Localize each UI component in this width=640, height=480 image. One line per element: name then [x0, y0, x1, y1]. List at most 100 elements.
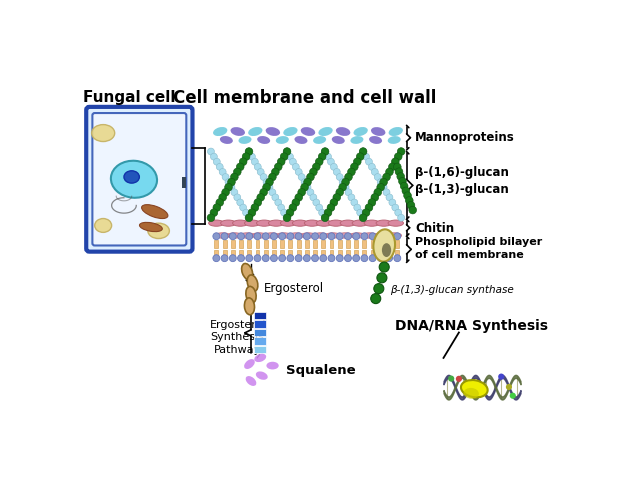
Circle shape: [345, 189, 352, 196]
Circle shape: [222, 174, 229, 180]
Circle shape: [229, 233, 236, 240]
Ellipse shape: [252, 233, 267, 238]
Circle shape: [395, 168, 403, 176]
Circle shape: [310, 168, 317, 176]
Ellipse shape: [463, 388, 479, 399]
Ellipse shape: [332, 136, 345, 144]
Bar: [305, 240, 308, 248]
Circle shape: [269, 189, 276, 196]
Ellipse shape: [221, 220, 236, 226]
Bar: [387, 250, 391, 258]
Ellipse shape: [318, 127, 333, 136]
Circle shape: [228, 178, 236, 186]
Ellipse shape: [338, 233, 353, 238]
Ellipse shape: [246, 376, 257, 386]
Circle shape: [402, 187, 410, 195]
Circle shape: [395, 209, 402, 216]
Ellipse shape: [276, 136, 289, 144]
Circle shape: [312, 255, 319, 262]
Ellipse shape: [340, 220, 356, 226]
Bar: [255, 250, 259, 258]
Circle shape: [301, 183, 308, 191]
Circle shape: [348, 168, 355, 176]
Circle shape: [356, 153, 364, 160]
Bar: [254, 337, 266, 345]
Circle shape: [221, 189, 230, 196]
Ellipse shape: [242, 264, 253, 280]
Circle shape: [318, 153, 326, 160]
Circle shape: [298, 174, 305, 180]
Ellipse shape: [336, 127, 350, 136]
Text: Mannoproteins: Mannoproteins: [415, 131, 515, 144]
Bar: [272, 240, 276, 248]
Circle shape: [498, 373, 504, 380]
Circle shape: [351, 163, 358, 171]
Circle shape: [303, 255, 310, 262]
Circle shape: [312, 233, 319, 240]
Circle shape: [359, 148, 367, 156]
Bar: [231, 240, 235, 248]
Circle shape: [407, 202, 415, 209]
Ellipse shape: [292, 220, 308, 226]
Ellipse shape: [289, 233, 303, 238]
Ellipse shape: [382, 243, 391, 257]
Circle shape: [344, 233, 351, 240]
Circle shape: [394, 233, 401, 240]
Circle shape: [336, 174, 343, 180]
Ellipse shape: [95, 218, 111, 232]
Ellipse shape: [248, 127, 262, 136]
Bar: [214, 240, 218, 248]
Bar: [338, 240, 342, 248]
Circle shape: [228, 184, 235, 191]
Bar: [297, 240, 301, 248]
Circle shape: [248, 209, 256, 216]
Bar: [355, 250, 358, 258]
Circle shape: [292, 199, 300, 206]
Circle shape: [266, 184, 273, 191]
Circle shape: [342, 184, 349, 191]
Circle shape: [284, 148, 291, 155]
Ellipse shape: [305, 220, 320, 226]
Ellipse shape: [461, 380, 488, 397]
Circle shape: [234, 168, 241, 176]
Circle shape: [377, 273, 387, 283]
Circle shape: [394, 163, 401, 171]
Circle shape: [336, 255, 343, 262]
Circle shape: [397, 148, 405, 156]
Bar: [346, 240, 350, 248]
Circle shape: [245, 148, 253, 156]
Circle shape: [369, 255, 376, 262]
Circle shape: [246, 233, 253, 240]
Circle shape: [295, 193, 303, 201]
Circle shape: [342, 178, 349, 186]
Circle shape: [312, 163, 320, 171]
Circle shape: [380, 184, 387, 191]
Circle shape: [236, 163, 244, 171]
Ellipse shape: [373, 229, 395, 262]
Bar: [346, 250, 350, 258]
Bar: [239, 250, 243, 258]
Circle shape: [339, 179, 346, 186]
Bar: [355, 240, 358, 248]
Circle shape: [254, 163, 261, 170]
Circle shape: [237, 233, 244, 240]
Circle shape: [295, 255, 302, 262]
Circle shape: [394, 153, 402, 160]
Circle shape: [348, 194, 355, 201]
Circle shape: [287, 153, 293, 160]
Circle shape: [216, 199, 223, 206]
Ellipse shape: [227, 233, 242, 238]
Circle shape: [383, 189, 390, 196]
Circle shape: [360, 148, 367, 155]
Bar: [247, 240, 251, 248]
Circle shape: [386, 255, 392, 262]
Circle shape: [388, 163, 396, 171]
Bar: [272, 250, 276, 258]
Ellipse shape: [244, 359, 255, 369]
Circle shape: [509, 393, 516, 399]
Circle shape: [369, 233, 376, 240]
Circle shape: [336, 233, 343, 240]
Circle shape: [271, 255, 277, 262]
Circle shape: [246, 148, 252, 155]
Circle shape: [225, 183, 232, 191]
